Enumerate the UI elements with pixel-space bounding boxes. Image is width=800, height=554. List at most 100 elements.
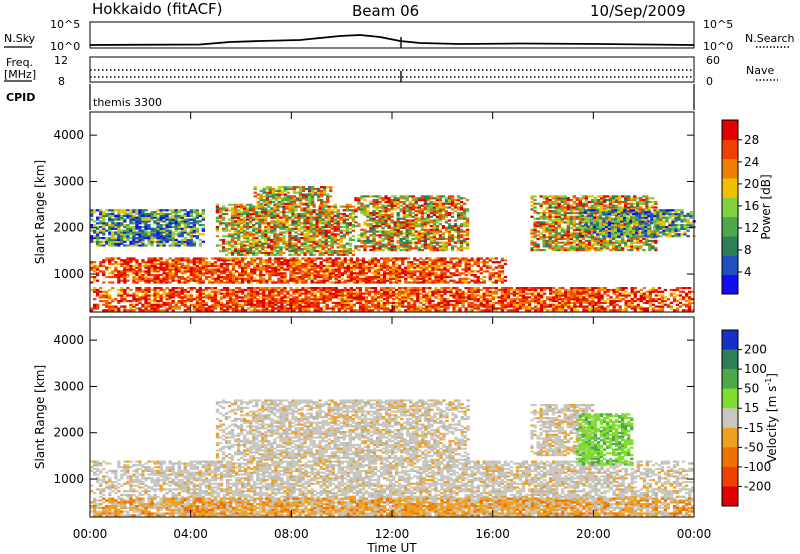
range-gate-cell (336, 225, 340, 229)
range-gate-cell (298, 301, 302, 304)
range-gate-cell (312, 231, 316, 234)
range-gate-cell (370, 303, 375, 306)
range-gate-cell (225, 300, 230, 303)
range-gate-cell (393, 225, 397, 228)
range-gate-cell (171, 279, 175, 282)
range-gate-cell (283, 287, 287, 290)
range-gate-cell (476, 307, 480, 310)
range-gate-cell (225, 309, 230, 312)
range-gate-cell (258, 211, 262, 214)
range-gate-cell (494, 292, 498, 295)
range-gate-cell (165, 292, 169, 295)
range-gate-cell (303, 242, 307, 245)
range-gate-cell (138, 262, 142, 266)
range-gate-cell (396, 232, 400, 235)
range-gate-cell (262, 290, 266, 293)
range-gate-cell (298, 294, 302, 297)
range-gate-cell (527, 307, 532, 310)
range-gate-cell (533, 309, 538, 312)
range-gate-cell (485, 270, 489, 273)
range-gate-cell (399, 204, 403, 207)
range-gate-cell (105, 257, 109, 260)
range-gate-cell (189, 300, 193, 303)
range-gate-cell (268, 187, 272, 191)
range-gate-cell (271, 195, 275, 198)
range-gate-cell (325, 296, 329, 299)
range-gate-cell (558, 294, 562, 297)
range-gate-cell (373, 287, 378, 290)
range-gate-cell (452, 294, 456, 297)
range-gate-cell (183, 296, 187, 299)
range-gate-cell (346, 292, 350, 295)
range-gate-cell (126, 264, 130, 267)
range-gate-cell (543, 301, 547, 304)
range-gate-cell (645, 301, 649, 304)
range-gate-cell (246, 225, 250, 229)
range-gate-cell (195, 303, 199, 306)
range-gate-cell (318, 227, 322, 230)
range-gate-cell (328, 268, 332, 271)
range-gate-cell (339, 250, 343, 253)
range-gate-cell (321, 209, 325, 212)
range-gate-cell (310, 301, 314, 304)
range-gate-cell (440, 257, 444, 260)
range-gate-cell (330, 218, 334, 221)
range-gate-cell (461, 300, 465, 303)
range-gate-cell (395, 279, 399, 282)
range-gate-cell (235, 287, 239, 290)
range-gate-cell (479, 268, 483, 271)
range-gate-cell (428, 309, 432, 312)
range-gate-cell (473, 300, 477, 303)
range-gate-cell (386, 261, 390, 264)
range-gate-cell (227, 218, 232, 221)
range-gate-cell (518, 300, 523, 303)
range-gate-cell (256, 193, 260, 196)
range-gate-cell (476, 300, 480, 303)
range-gate-cell (285, 246, 289, 249)
range-gate-cell (286, 186, 291, 189)
range-gate-cell (648, 290, 652, 293)
range-gate-cell (573, 298, 577, 301)
range-gate-cell (90, 268, 94, 271)
range-gate-cell (449, 292, 453, 295)
range-gate-cell (627, 305, 631, 308)
range-gate-cell (654, 300, 658, 303)
range-gate-cell (387, 202, 391, 205)
range-gate-cell (455, 287, 459, 290)
range-gate-cell (168, 307, 172, 310)
range-gate-cell (366, 223, 370, 226)
range-gate-cell (325, 261, 329, 264)
range-gate-cell (93, 303, 97, 306)
range-gate-cell (323, 191, 327, 194)
range-gate-cell (213, 298, 218, 301)
range-gate-cell (291, 250, 295, 253)
range-gate-cell (264, 209, 268, 212)
range-gate-cell (346, 279, 350, 282)
range-gate-cell (552, 309, 556, 312)
range-gate-cell (195, 281, 199, 284)
range-gate-cell (402, 200, 406, 204)
range-gate-cell (331, 309, 335, 312)
range-gate-cell (455, 274, 459, 277)
range-gate-cell (313, 281, 317, 284)
range-gate-cell (267, 235, 271, 238)
range-gate-cell (426, 202, 430, 205)
range-gate-cell (225, 301, 230, 304)
range-gate-cell (429, 197, 433, 200)
range-gate-cell (286, 262, 290, 266)
range-gate-cell (313, 307, 317, 310)
range-gate-cell (301, 195, 306, 198)
range-gate-cell (235, 307, 239, 310)
range-gate-cell (298, 281, 302, 284)
range-gate-cell (398, 259, 402, 262)
range-gate-cell (437, 298, 441, 301)
range-gate-cell (354, 215, 358, 218)
range-gate-cell (273, 209, 277, 212)
range-gate-cell (250, 301, 254, 304)
range-gate-cell (301, 186, 306, 189)
range-gate-cell (255, 216, 259, 219)
range-gate-cell (432, 219, 437, 222)
range-gate-cell (419, 275, 423, 279)
range-gate-cell (105, 309, 109, 312)
range-gate-cell (294, 205, 298, 208)
